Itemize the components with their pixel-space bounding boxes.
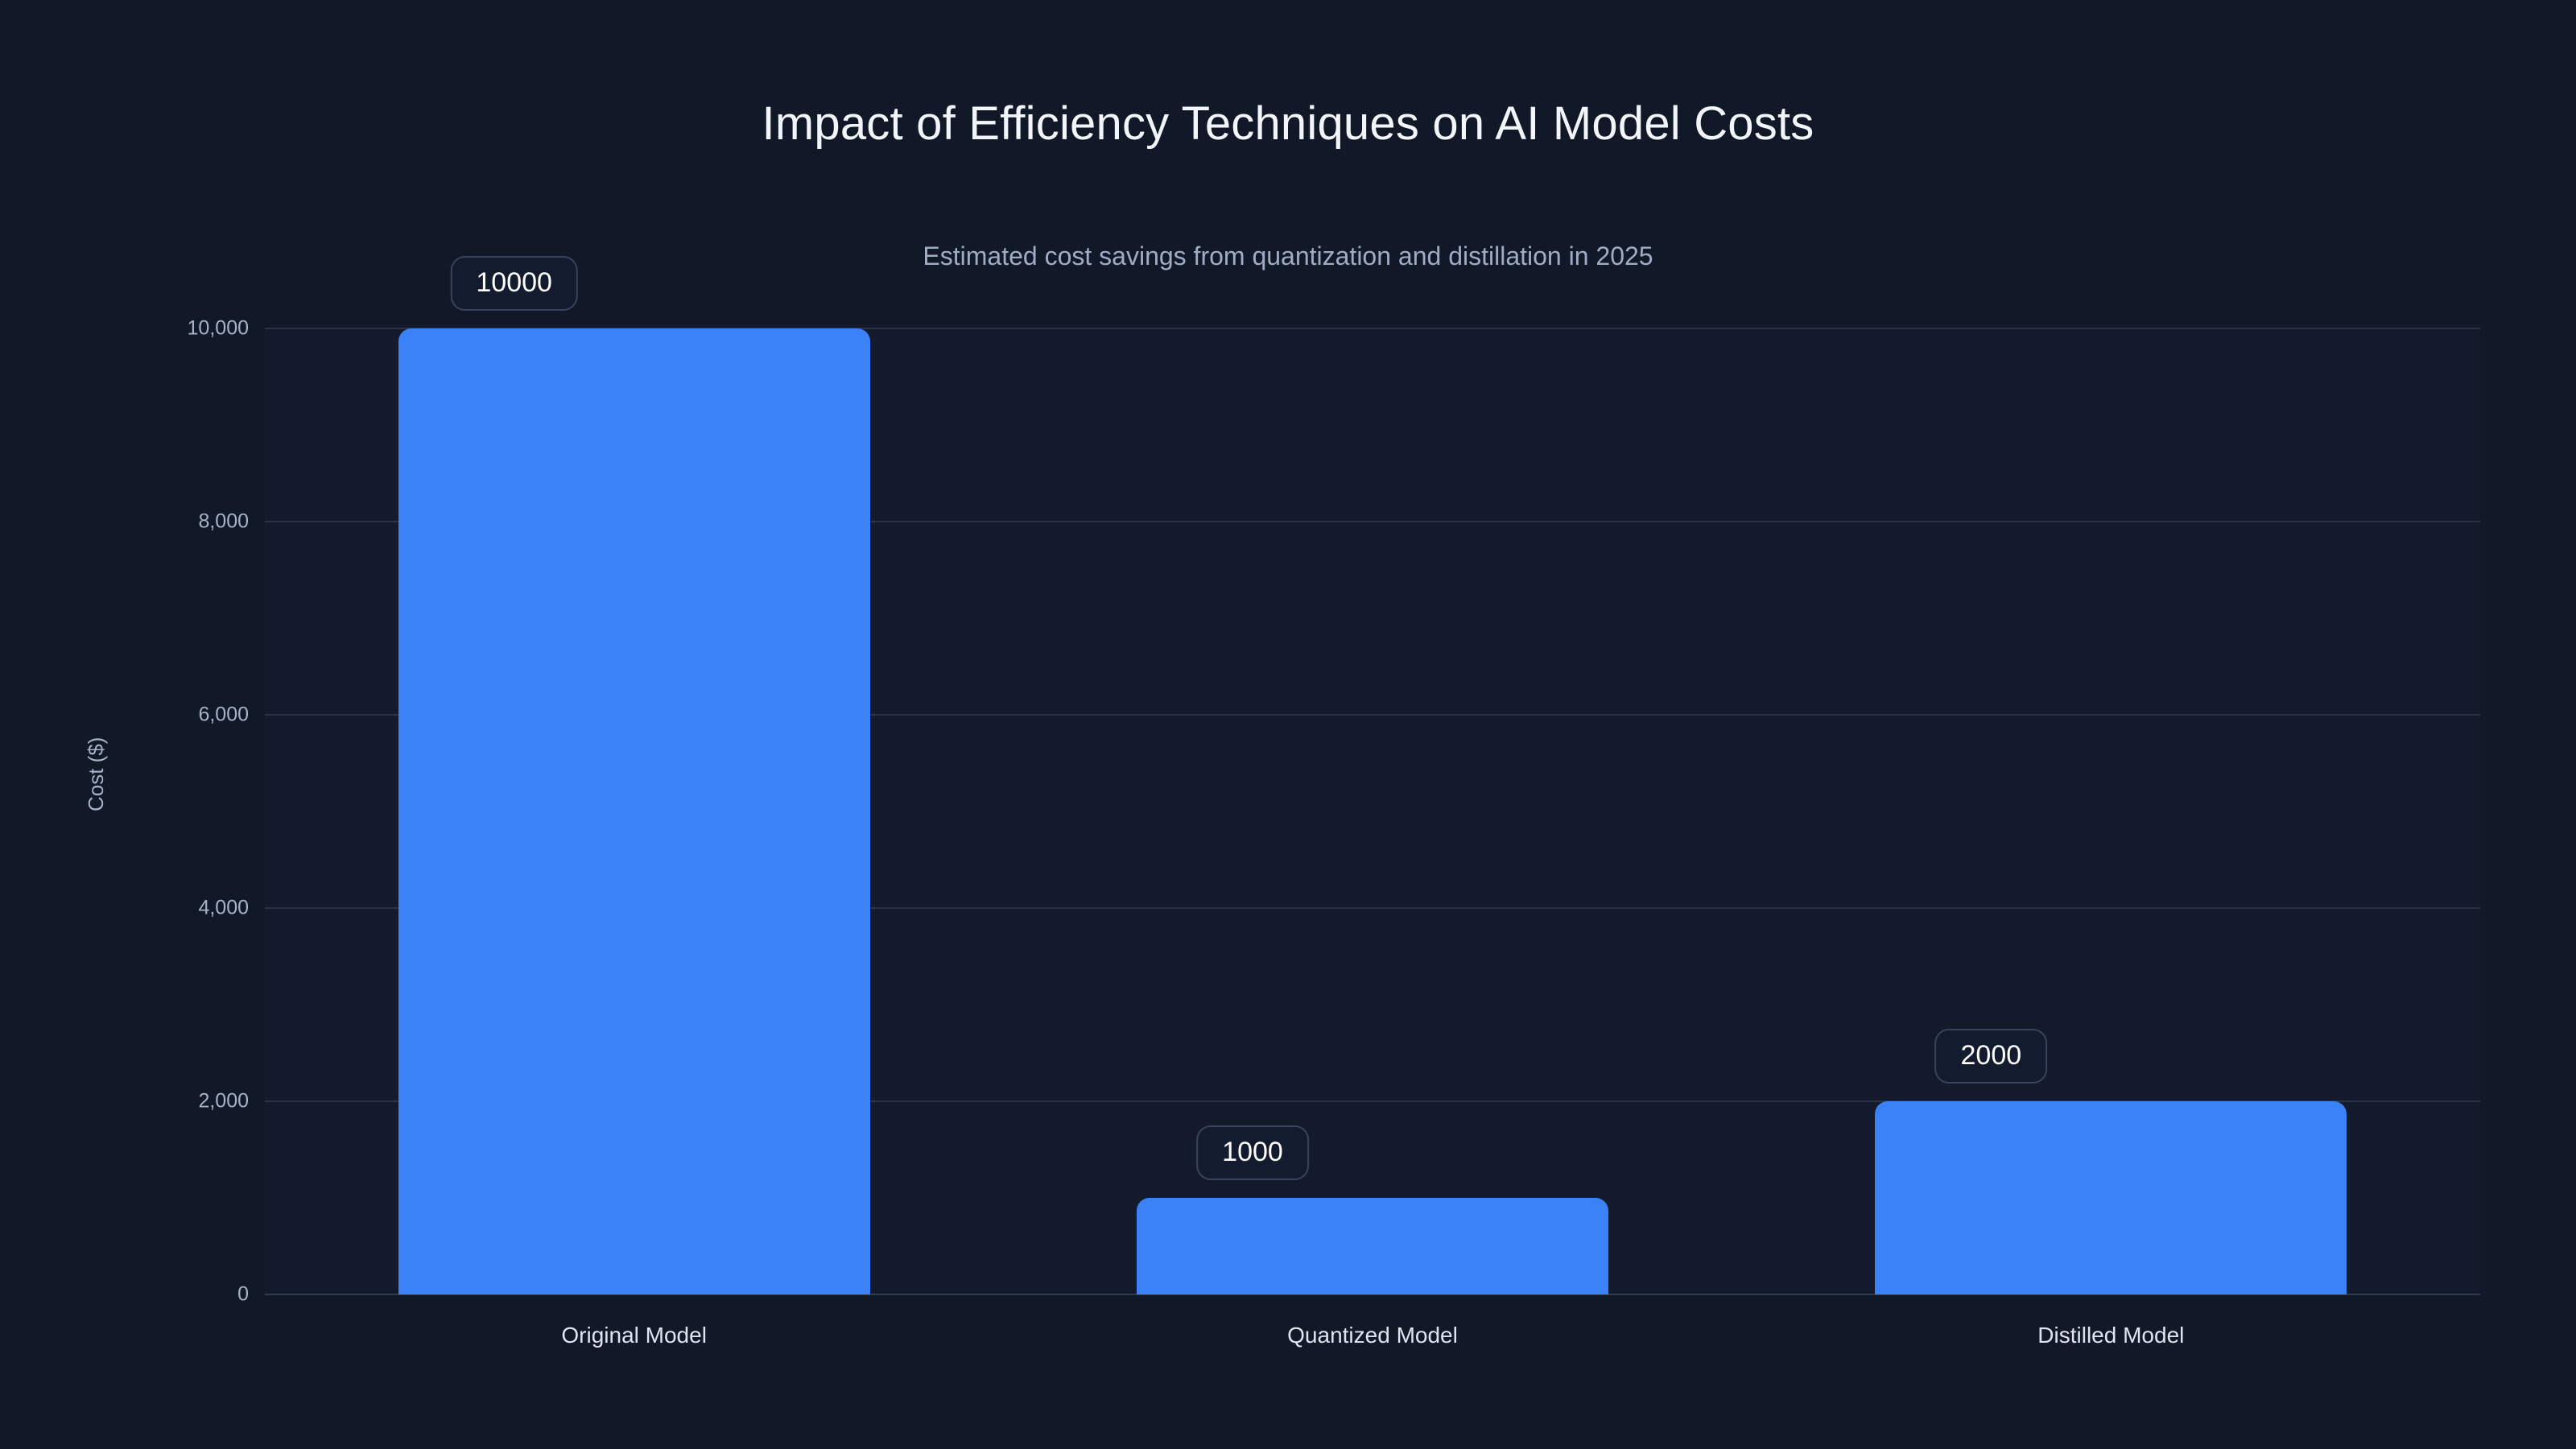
gridline <box>265 1294 2480 1295</box>
gridline <box>265 1100 2480 1102</box>
x-axis-category-label: Original Model <box>561 1323 707 1348</box>
gridline <box>265 907 2480 909</box>
y-axis-tick-label: 10,000 <box>187 316 249 340</box>
y-axis-tick-label: 0 <box>237 1282 249 1306</box>
bar-original-model[interactable] <box>398 328 870 1294</box>
x-axis-category-label: Distilled Model <box>2037 1323 2185 1348</box>
y-axis-tick-label: 4,000 <box>198 896 249 919</box>
y-axis-tick-label: 2,000 <box>198 1089 249 1113</box>
bar-value-label: 10000 <box>450 256 578 311</box>
chart-subtitle: Estimated cost savings from quantization… <box>923 242 1653 270</box>
gridline <box>265 521 2480 522</box>
y-axis-title: Cost ($) <box>84 737 108 811</box>
gridline <box>265 714 2480 716</box>
bar-value-label: 1000 <box>1196 1125 1309 1180</box>
gridline <box>265 328 2480 329</box>
chart-title: Impact of Efficiency Techniques on AI Mo… <box>762 97 1814 150</box>
bar-quantized-model[interactable] <box>1137 1198 1608 1294</box>
y-axis-tick-label: 6,000 <box>198 703 249 726</box>
y-axis-tick-label: 8,000 <box>198 510 249 533</box>
x-axis-category-label: Quantized Model <box>1287 1323 1458 1348</box>
bar-value-label: 2000 <box>1934 1029 2048 1084</box>
bar-distilled-model[interactable] <box>1875 1101 2347 1294</box>
